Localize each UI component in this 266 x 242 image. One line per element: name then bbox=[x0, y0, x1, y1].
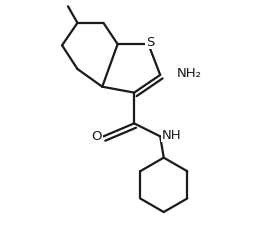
Text: O: O bbox=[92, 130, 102, 143]
Text: NH: NH bbox=[162, 129, 182, 142]
Text: NH₂: NH₂ bbox=[177, 67, 202, 80]
Text: S: S bbox=[146, 36, 155, 49]
